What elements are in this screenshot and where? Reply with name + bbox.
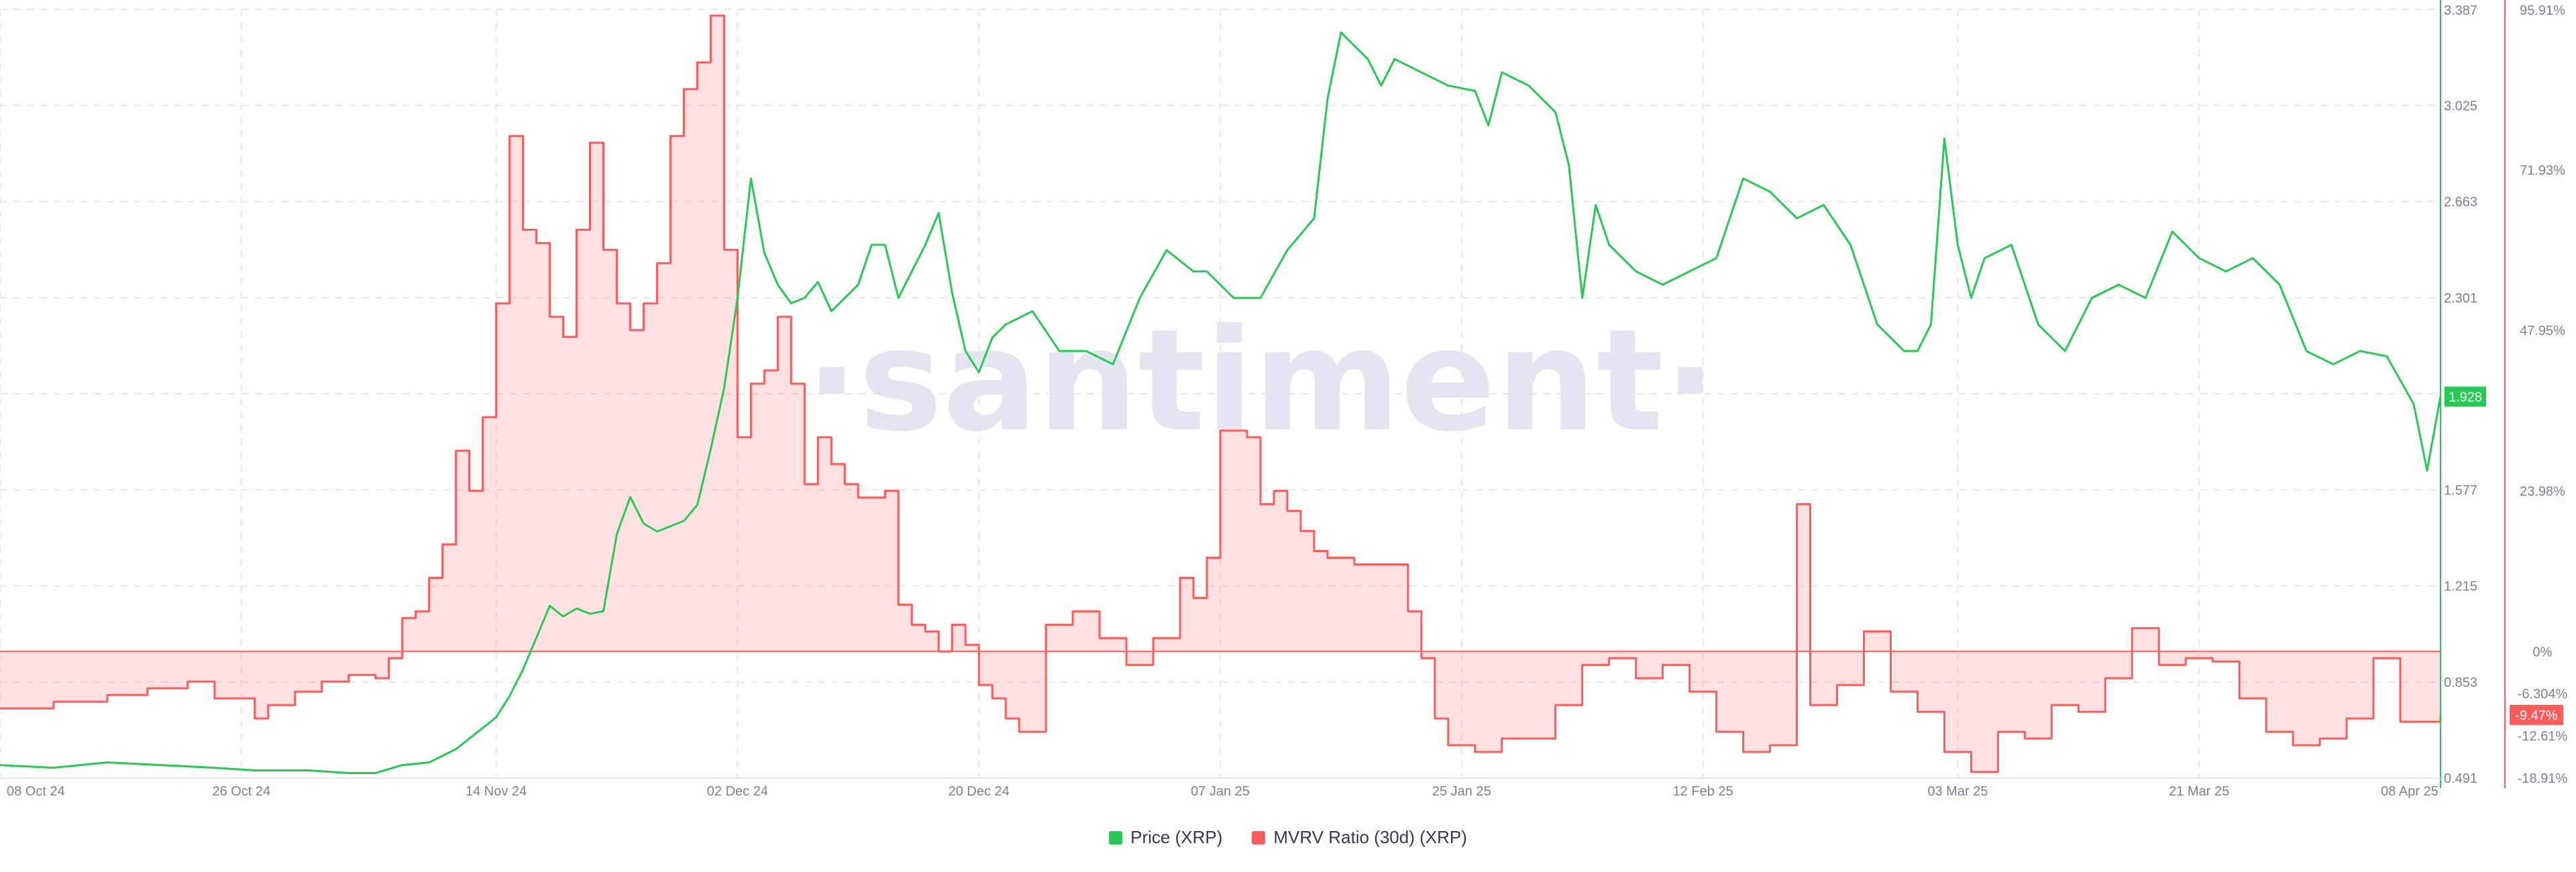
price-tick-label: 0.491 [2444,771,2477,786]
chart: ·santiment· 3.3873.0252.6632.3011.9391.5… [0,0,2568,799]
legend-label-mvrv: MVRV Ratio (30d) (XRP) [1273,827,1467,847]
legend-label-price: Price (XRP) [1130,827,1223,847]
x-tick-label: 08 Apr 25 [2381,784,2438,799]
mvrv-tick-label: -12.61% [2518,729,2568,744]
price-tick-label: 0.853 [2444,675,2477,690]
price-tick-label: 3.387 [2444,3,2477,18]
price-series [0,31,2442,774]
legend-item-mvrv[interactable]: MVRV Ratio (30d) (XRP) [1252,827,1467,848]
x-tick-label: 14 Nov 24 [466,784,527,799]
current-value-badges: 1.928 -9.47% [2445,386,2563,725]
mvrv-tick-label: -18.91% [2518,771,2568,786]
mvrv-line [0,14,2442,773]
mvrv-series [0,14,2442,773]
x-tick-label: 08 Oct 24 [7,784,65,799]
price-tick-label: 1.577 [2444,483,2477,498]
price-current-label: 1.928 [2449,390,2482,404]
mvrv-current-label: -9.47% [2515,708,2558,723]
legend-swatch-mvrv [1252,830,1266,844]
mvrv-tick-label: 0% [2533,645,2553,659]
price-tick-label: 3.025 [2444,99,2477,113]
legend-item-price[interactable]: Price (XRP) [1109,827,1222,848]
legend: Price (XRP) MVRV Ratio (30d) (XRP) [0,827,2576,848]
x-tick-label: 21 Mar 25 [2169,784,2229,799]
x-tick-label: 02 Dec 24 [707,784,768,799]
axes [0,0,2506,788]
price-current-badge [2445,386,2486,407]
mvrv-tick-label: 71.93% [2520,163,2565,178]
x-tick-label: 03 Mar 25 [1927,784,1988,799]
x-tick-label: 12 Feb 25 [1673,784,1733,799]
price-tick-label: 2.301 [2444,291,2477,306]
watermark: ·santiment· [805,298,1717,463]
x-tick-label: 07 Jan 25 [1191,784,1250,799]
price-line [0,31,2442,774]
mvrv-axis-ticks: 95.91% 71.93% 47.95% 23.98% 0% -6.304% -12.61%… [2518,3,2568,786]
mvrv-tick-label: 23.98% [2520,484,2565,499]
mvrv-tick-label: -6.304% [2518,687,2568,702]
mvrv-area [0,15,2440,772]
price-axis-ticks: 3.3873.0252.6632.3011.9391.5771.2150.853… [2444,3,2477,786]
legend-swatch-price [1109,830,1123,844]
x-tick-label: 25 Jan 25 [1432,784,1491,799]
mvrv-current-badge [2510,704,2563,725]
x-tick-label: 26 Oct 24 [212,784,270,799]
mvrv-tick-label: 47.95% [2520,324,2565,339]
price-tick-label: 2.663 [2444,195,2477,210]
price-tick-label: 1.215 [2444,580,2477,594]
x-axis-ticks: 08 Oct 24 26 Oct 24 14 Nov 24 02 Dec 24 20 D… [7,784,2438,799]
mvrv-tick-label: 95.91% [2520,3,2565,18]
x-tick-label: 20 Dec 24 [949,784,1010,799]
